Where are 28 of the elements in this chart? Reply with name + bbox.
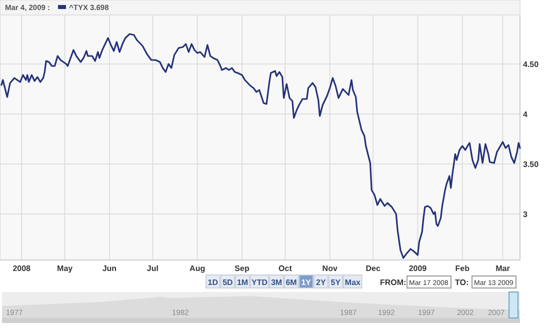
y-tick-label: 4: [523, 110, 528, 119]
x-tick-label: Mar: [496, 264, 510, 273]
range-button: 1M: [235, 274, 250, 288]
x-tick-label: Sep: [234, 264, 250, 273]
x-tick-label: Aug: [190, 264, 206, 273]
range-button: 3M: [269, 274, 284, 288]
range-button: 1Y: [298, 274, 314, 288]
x-tick-label: Feb: [455, 264, 470, 273]
x-tick-label: Dec: [366, 264, 381, 273]
x-tick-label: Jun: [102, 264, 117, 273]
x-tick-label: 2008: [12, 264, 32, 273]
range-button: 1D: [206, 274, 220, 288]
range-button: 5Y: [328, 274, 344, 288]
x-tick-label: 2009: [408, 264, 428, 273]
y-tick-label: 3.50: [523, 160, 540, 169]
x-tick-label: Oct: [278, 264, 292, 273]
range-button: 5D: [220, 274, 236, 288]
text: FROM:: [380, 278, 406, 287]
x-tick-label: Jul: [146, 264, 158, 273]
text: TO:: [455, 278, 469, 287]
range-button: 6M: [284, 274, 299, 288]
y-tick-label: 3: [523, 210, 528, 219]
range-button: Max: [343, 274, 362, 288]
x-tick-label: Nov: [322, 264, 338, 273]
range-button: YTD: [250, 274, 270, 288]
x-tick-label: May: [57, 264, 74, 273]
range-button: 2Y: [314, 274, 328, 288]
y-tick-label: 4.50: [523, 60, 540, 69]
